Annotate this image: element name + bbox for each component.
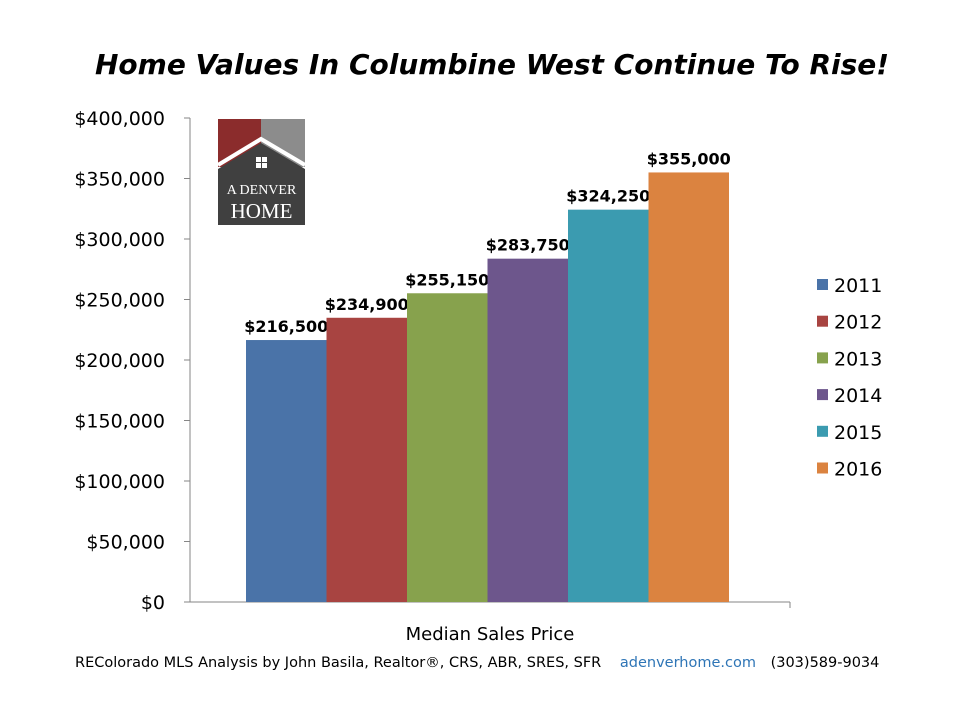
y-tick-label: $250,000 [74,290,165,312]
y-tick-label: $100,000 [74,471,165,493]
legend-label-2016: 2016 [834,459,882,481]
a-denver-home-logo: A DENVER HOME [218,119,305,225]
data-label-2014: $283,750 [486,236,570,255]
legend-swatch-2016 [817,462,828,474]
legend-label-2013: 2013 [834,348,882,370]
bar-2012 [326,317,407,602]
chart-title: Home Values In Columbine West Continue T… [94,48,890,81]
data-label-2015: $324,250 [566,187,650,206]
legend-label-2015: 2015 [834,422,882,444]
footer-credit: REColorado MLS Analysis by John Basila, … [75,655,602,671]
bar-2015 [568,209,649,602]
data-label-2016: $355,000 [647,149,731,168]
bar-2014 [487,258,568,602]
legend-label-2012: 2012 [834,312,882,334]
footer-url[interactable]: adenverhome.com [619,655,756,671]
logo-line2: HOME [231,199,293,223]
data-label-2012: $234,900 [325,295,409,314]
y-tick-label: $400,000 [74,108,165,130]
legend-label-2011: 2011 [834,275,882,297]
logo-line1: A DENVER [227,183,297,198]
data-label-2011: $216,500 [244,317,328,336]
y-tick-label: $350,000 [74,169,165,191]
bar-2011 [246,340,327,602]
legend-swatch-2014 [817,389,828,401]
y-tick-label: $50,000 [86,532,165,554]
legend-label-2014: 2014 [834,385,882,407]
data-label-2013: $255,150 [405,270,489,289]
legend-swatch-2011 [817,279,828,290]
footer: REColorado MLS Analysis by John Basila, … [75,655,879,671]
y-tick-label: $300,000 [74,229,165,251]
y-tick-label: $0 [141,592,165,614]
footer-phone: (303)589-9034 [770,655,880,671]
legend-swatch-2013 [817,352,828,364]
bar-2013 [407,293,488,602]
y-tick-label: $200,000 [74,350,165,372]
bar-2016 [648,172,729,602]
y-tick-label: $150,000 [74,411,165,433]
legend-swatch-2015 [817,425,828,437]
legend-swatch-2012 [817,315,828,327]
x-axis-label: Median Sales Price [406,624,575,645]
